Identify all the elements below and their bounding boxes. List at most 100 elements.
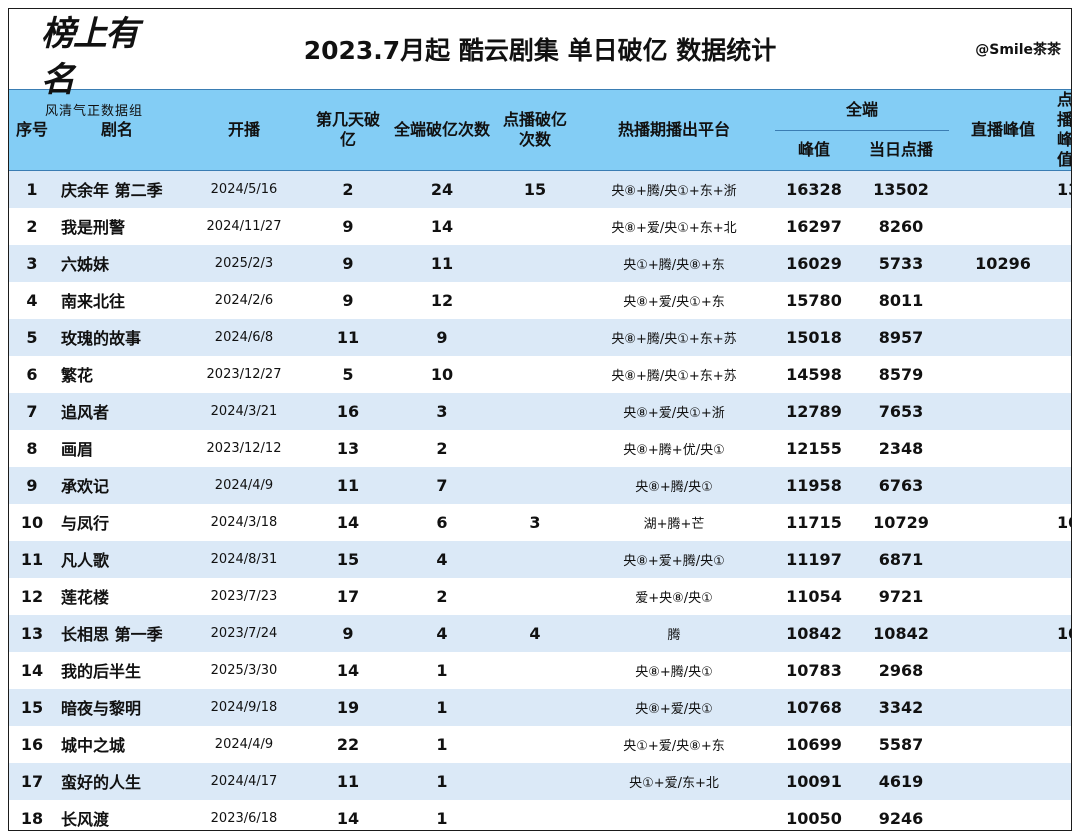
table-row: 18 长风渡 2023/6/18 14 1 10050 9246 — [9, 799, 1071, 830]
cell-name: 莲花楼 — [55, 577, 179, 615]
cell-vod-peak — [1057, 725, 1071, 763]
cell-vod-count — [497, 466, 573, 504]
cell-day-vod: 9246 — [853, 799, 950, 830]
table-row: 9 承欢记 2024/4/9 11 7 央⑧+腾/央① 11958 6763 — [9, 466, 1071, 504]
cell-index: 12 — [9, 577, 55, 615]
col-header-vod-count: 点播破亿次数 — [497, 89, 573, 171]
cell-name: 追风者 — [55, 392, 179, 430]
cell-all-count: 4 — [387, 540, 497, 578]
cell-live-peak — [949, 392, 1058, 430]
cell-live-peak — [949, 170, 1058, 208]
cell-index: 16 — [9, 725, 55, 763]
cell-vod-count — [497, 799, 573, 830]
cell-day-vod: 8260 — [853, 207, 950, 245]
col-header-peak: 峰值 — [775, 129, 853, 171]
cell-live-peak — [949, 318, 1058, 356]
cell-platform: 央⑧+腾+优/央① — [573, 429, 775, 467]
cell-index: 13 — [9, 614, 55, 652]
cell-vod-peak — [1057, 207, 1071, 245]
cell-vod-count — [497, 392, 573, 430]
cell-day: 5 — [309, 355, 387, 393]
col-header-name: 剧名 — [55, 89, 179, 171]
cell-platform: 央⑧+腾/央① — [573, 651, 775, 689]
cell-name: 长风渡 — [55, 799, 179, 830]
cell-vod-peak: 10836 — [1057, 503, 1071, 541]
cell-vod-peak — [1057, 799, 1071, 830]
cell-live-peak — [949, 614, 1058, 652]
col-header-all-count: 全端破亿次数 — [387, 89, 497, 171]
cell-platform: 央⑧+腾/央① — [573, 466, 775, 504]
col-header-all-group: 全端 — [775, 89, 950, 131]
cell-index: 17 — [9, 762, 55, 800]
cell-premiere: 2024/8/31 — [179, 540, 309, 578]
cell-peak: 10050 — [775, 799, 853, 830]
cell-peak: 16297 — [775, 207, 853, 245]
cell-name: 蛮好的人生 — [55, 762, 179, 800]
cell-all-count: 1 — [387, 762, 497, 800]
col-header-platform: 热播期播出平台 — [573, 89, 775, 171]
cell-name: 六姊妹 — [55, 244, 179, 282]
cell-all-count: 1 — [387, 651, 497, 689]
cell-peak: 11715 — [775, 503, 853, 541]
cell-platform: 央⑧+爱/央①+东+北 — [573, 207, 775, 245]
table-row: 4 南来北往 2024/2/6 9 12 央⑧+爱/央①+东 15780 8011 — [9, 281, 1071, 319]
cell-peak: 14598 — [775, 355, 853, 393]
cell-platform: 湖+腾+芒 — [573, 503, 775, 541]
cell-vod-peak — [1057, 466, 1071, 504]
cell-vod-peak: 13581 — [1057, 170, 1071, 208]
cell-day: 13 — [309, 429, 387, 467]
cell-premiere: 2024/2/6 — [179, 281, 309, 319]
cell-name: 我是刑警 — [55, 207, 179, 245]
cell-platform: 央⑧+腾/央①+东+苏 — [573, 355, 775, 393]
cell-name: 长相思 第一季 — [55, 614, 179, 652]
cell-peak: 16328 — [775, 170, 853, 208]
cell-platform: 央①+爱/央⑧+东 — [573, 725, 775, 763]
cell-day-vod: 2968 — [853, 651, 950, 689]
cell-all-count: 6 — [387, 503, 497, 541]
cell-all-count: 1 — [387, 799, 497, 830]
cell-day-vod: 7653 — [853, 392, 950, 430]
brand-logo: 榜上有名 风清气正数据组 — [27, 11, 167, 119]
cell-day: 11 — [309, 466, 387, 504]
cell-day-vod: 10842 — [853, 614, 950, 652]
cell-premiere: 2023/12/12 — [179, 429, 309, 467]
cell-all-count: 10 — [387, 355, 497, 393]
cell-name: 画眉 — [55, 429, 179, 467]
cell-premiere: 2023/6/18 — [179, 799, 309, 830]
logo-script: 榜上有名 — [41, 14, 139, 100]
cell-live-peak — [949, 429, 1058, 467]
cell-index: 6 — [9, 355, 55, 393]
cell-day: 14 — [309, 799, 387, 830]
cell-day-vod: 4619 — [853, 762, 950, 800]
cell-all-count: 12 — [387, 281, 497, 319]
cell-name: 暗夜与黎明 — [55, 688, 179, 726]
cell-day: 17 — [309, 577, 387, 615]
cell-premiere: 2024/4/9 — [179, 466, 309, 504]
cell-vod-peak — [1057, 651, 1071, 689]
cell-name: 南来北往 — [55, 281, 179, 319]
cell-index: 15 — [9, 688, 55, 726]
table-row: 3 六姊妹 2025/2/3 9 11 央①+腾/央⑧+东 16029 5733 10296 — [9, 244, 1071, 282]
cell-premiere: 2024/6/8 — [179, 318, 309, 356]
cell-day-vod: 6763 — [853, 466, 950, 504]
cell-platform: 央⑧+爱/央①+东 — [573, 281, 775, 319]
cell-platform: 央⑧+爱/央①+浙 — [573, 392, 775, 430]
cell-live-peak — [949, 540, 1058, 578]
cell-day: 11 — [309, 762, 387, 800]
cell-name: 庆余年 第二季 — [55, 170, 179, 208]
cell-name: 繁花 — [55, 355, 179, 393]
stats-sheet: 榜上有名 风清气正数据组 2023.7月起 酷云剧集 单日破亿 数据统计 @Sm… — [8, 8, 1072, 831]
ranking-table: 序号 剧名 开播 第几天破亿 全端破亿次数 点播破亿次数 热播期播出平台 全端 … — [9, 89, 1071, 830]
cell-day-vod: 5733 — [853, 244, 950, 282]
cell-premiere: 2025/3/30 — [179, 651, 309, 689]
table-row: 12 莲花楼 2023/7/23 17 2 爱+央⑧/央① 11054 9721 — [9, 577, 1071, 615]
cell-all-count: 9 — [387, 318, 497, 356]
cell-day-vod: 3342 — [853, 688, 950, 726]
cell-peak: 10699 — [775, 725, 853, 763]
cell-premiere: 2024/5/16 — [179, 170, 309, 208]
cell-platform — [573, 799, 775, 830]
cell-index: 4 — [9, 281, 55, 319]
cell-index: 5 — [9, 318, 55, 356]
cell-day-vod: 10729 — [853, 503, 950, 541]
cell-vod-count — [497, 318, 573, 356]
